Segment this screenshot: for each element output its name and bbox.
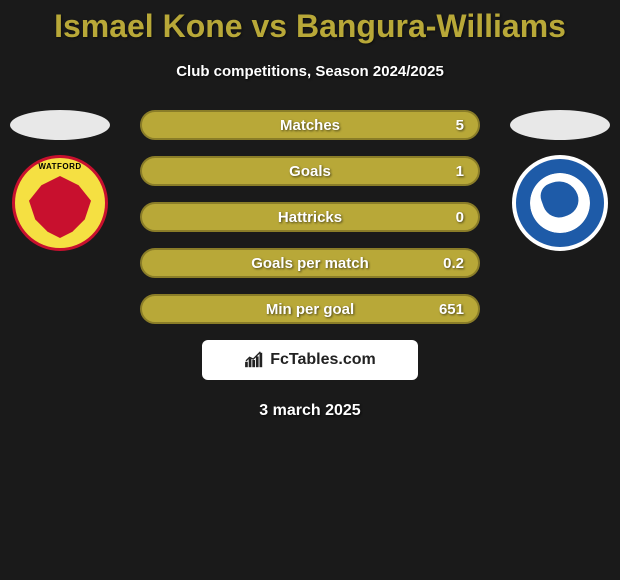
comparison-content: Matches 5 Goals 1 Hattricks 0 Goals per … — [0, 110, 620, 420]
stat-value: 651 — [439, 301, 464, 318]
bars-icon — [244, 351, 266, 369]
stat-label: Hattricks — [278, 209, 342, 226]
team-left-block — [10, 110, 110, 270]
stat-value: 5 — [456, 117, 464, 134]
stat-label: Goals — [289, 163, 331, 180]
stat-row-matches: Matches 5 — [140, 110, 480, 140]
player-oval-right — [510, 110, 610, 140]
player-oval-left — [10, 110, 110, 140]
stat-label: Min per goal — [266, 301, 354, 318]
stat-row-goals: Goals 1 — [140, 156, 480, 186]
branding-box: FcTables.com — [202, 340, 418, 380]
team-badge-right — [512, 155, 608, 251]
team-badge-left — [12, 155, 108, 251]
stat-row-hattricks: Hattricks 0 — [140, 202, 480, 232]
comparison-subtitle: Club competitions, Season 2024/2025 — [0, 63, 620, 80]
generation-date: 3 march 2025 — [0, 402, 620, 420]
stat-value: 1 — [456, 163, 464, 180]
lion-icon — [530, 173, 590, 233]
stat-value: 0 — [456, 209, 464, 226]
stat-label: Goals per match — [251, 255, 369, 272]
stat-row-gpm: Goals per match 0.2 — [140, 248, 480, 278]
stat-label: Matches — [280, 117, 340, 134]
stat-rows: Matches 5 Goals 1 Hattricks 0 Goals per … — [140, 110, 480, 324]
brand-text: FcTables.com — [270, 351, 376, 369]
moose-icon — [29, 176, 91, 238]
stat-row-mpg: Min per goal 651 — [140, 294, 480, 324]
comparison-title: Ismael Kone vs Bangura-Williams — [0, 0, 620, 45]
team-right-block — [510, 110, 610, 270]
stat-value: 0.2 — [443, 255, 464, 272]
